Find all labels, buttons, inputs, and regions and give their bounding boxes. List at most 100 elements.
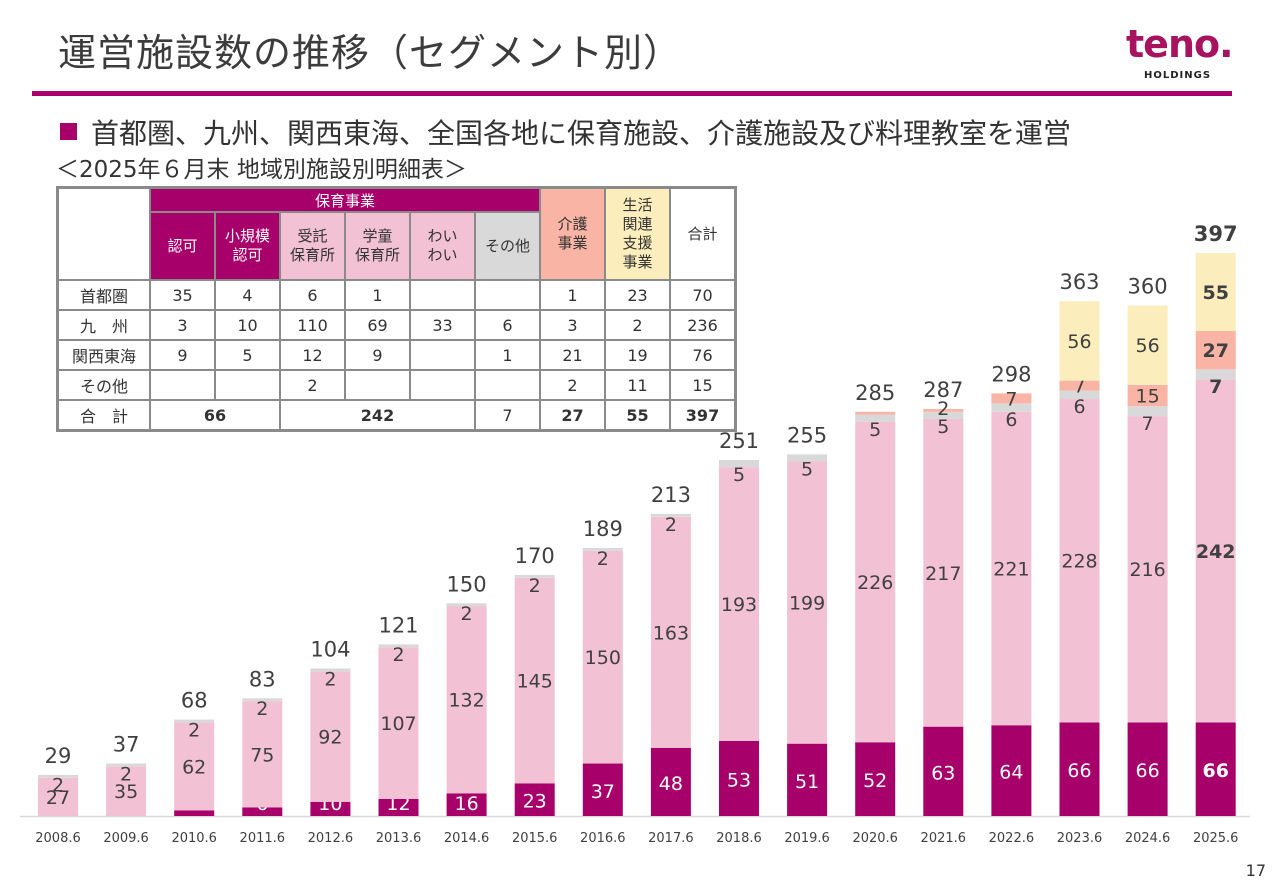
bar-segment [1059,301,1100,381]
bar-segment [106,763,147,767]
table-cell: 6 [279,279,346,311]
data-label: 2 [665,514,677,536]
square-bullet-icon [60,123,77,140]
col-header-total: 合計 [669,186,737,281]
data-label: 52 [863,770,887,792]
x-tick-label: 2023.6 [1057,831,1103,846]
total-label: 285 [855,381,895,405]
bullet-text: 首都圏、九州、関西東海、全国各地に保育施設、介護施設及び料理教室を運営 [91,117,1072,150]
data-label: 37 [591,781,615,803]
bar-segment [582,763,623,816]
table-cell: 1 [539,279,606,311]
data-label: 66 [1202,760,1228,782]
data-label: 216 [1129,559,1165,581]
bar-segment [1127,305,1168,385]
bar-segment [1059,399,1100,723]
bar-segment [378,798,419,816]
bar-segment [719,467,759,741]
table-cell: 35 [149,279,216,311]
bar-segment [174,722,215,811]
data-label: 2 [120,763,132,785]
bar-segment [242,698,283,702]
bar-segment [787,461,828,744]
group-header-hoiku: 保育事業 [149,186,541,213]
total-kaigo: 27 [539,399,606,432]
table-cell: 2 [604,309,671,341]
data-label: 16 [455,793,479,815]
data-label: 2 [392,644,404,666]
data-label: 56 [1067,331,1091,353]
bar-segment [855,414,896,422]
total-label: 255 [787,423,827,447]
data-label: 2 [937,398,949,420]
x-tick-label: 2011.6 [240,831,286,846]
bar-segment [514,574,555,578]
row-label: 首都圏 [56,279,151,311]
data-label: 132 [448,690,484,712]
bar-segment [1127,416,1168,723]
table-cell [409,369,476,401]
facility-detail-table: 保育事業 介護 事業 生活 関連 支援 事業 合計 認可 小規模 認可 受託 保育所 学童保… [56,186,737,432]
data-label: 199 [789,593,825,615]
table-cell: 9 [149,339,216,371]
total-label: 37 [113,733,140,757]
table-cell: 236 [669,309,737,341]
total-pink: 242 [279,399,476,432]
bar-segment [446,793,487,816]
data-label: 107 [380,713,416,735]
bar-segment [855,421,896,743]
bar-segment [378,644,419,648]
bar-segment [650,516,691,748]
x-tick-label: 2018.6 [716,831,762,846]
x-tick-label: 2008.6 [35,831,81,846]
table-cell: 76 [669,339,737,371]
data-label: 6 [1073,396,1085,418]
data-label: 5 [801,458,813,480]
bar-segment [650,513,691,517]
total-ninka: 66 [149,399,281,432]
table-row: 関西東海 9 5 12 9 1 21 19 76 [56,339,737,371]
data-label: 92 [318,727,342,749]
bar-segment [514,577,555,784]
table-row: 九 州 3 10 110 69 33 6 3 2 236 [56,309,737,341]
col-header-kaigo: 介護 事業 [539,186,606,281]
x-tick-label: 2009.6 [103,831,149,846]
total-label: 251 [719,429,759,453]
table-row: 首都圏 35 4 6 1 1 23 70 [56,279,737,311]
x-tick-label: 2015.6 [512,831,558,846]
total-label: 298 [991,362,1031,386]
bar-segment [310,668,351,672]
title-divider [32,91,1232,96]
bar-segment [378,647,419,799]
table-cell: 9 [344,339,411,371]
bar-segment [1195,253,1236,331]
table-cell [474,279,541,311]
table-cell: 10 [214,309,281,341]
bar-segment [719,740,759,816]
table-cell [409,279,476,311]
data-label: 242 [1196,541,1236,563]
bar-segment [787,743,828,816]
total-label: 29 [45,744,72,768]
data-label: 27 [1202,340,1228,362]
data-label: 221 [993,559,1029,581]
x-tick-label: 2010.6 [171,831,217,846]
bar-segment [242,701,283,808]
data-label: 2 [324,668,336,690]
bar-segment [446,603,487,607]
data-label: 75 [250,744,274,766]
table-cell: 2 [279,369,346,401]
table-cell: 69 [344,309,411,341]
bar-segment [1195,379,1236,723]
x-tick-label: 2013.6 [376,831,422,846]
company-logo: teno. HOLDINGS [1126,22,1236,84]
bar-segment [1059,380,1100,391]
table-cell [344,369,411,401]
data-label: 63 [931,762,955,784]
x-tick-label: 2014.6 [444,831,490,846]
col-header-other: その他 [474,211,541,281]
total-label: 104 [310,638,350,662]
bar-segment [855,742,896,816]
bar-segment [855,411,896,415]
